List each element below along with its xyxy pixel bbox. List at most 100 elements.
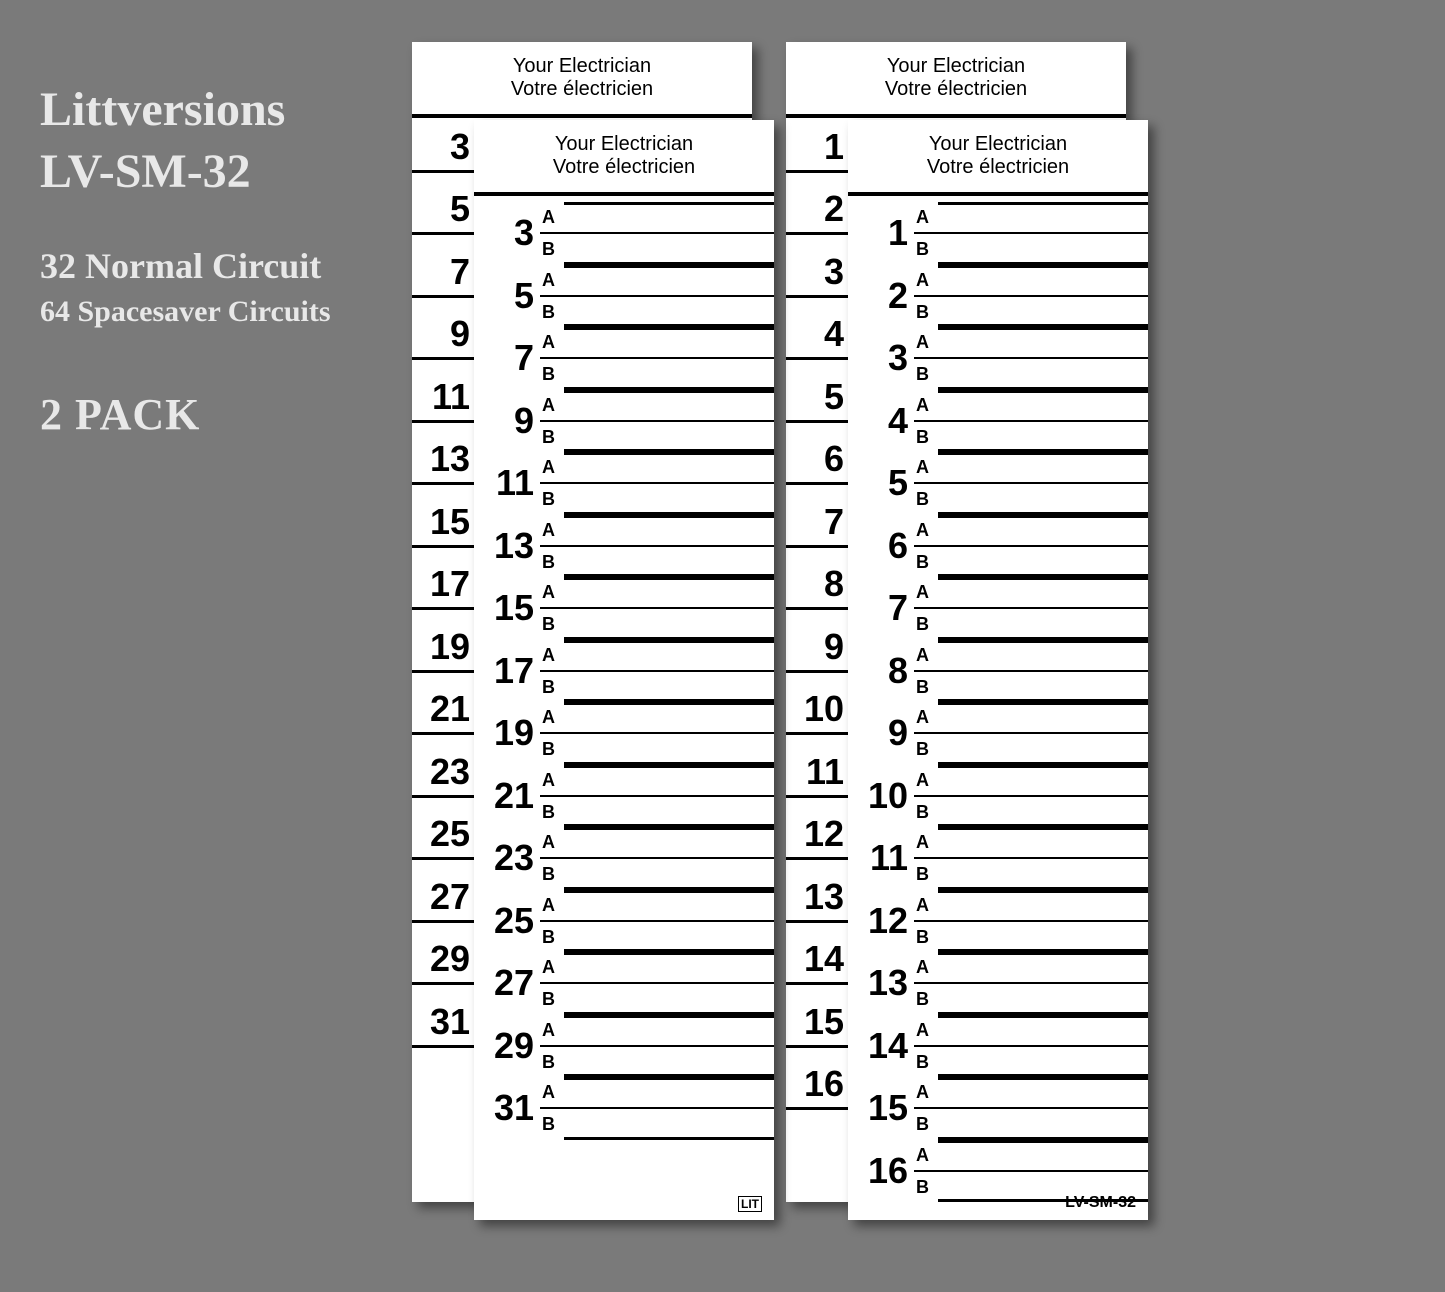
front-left-card: Your Electrician Votre électricien 3AB5A…: [474, 120, 774, 1220]
circuit-number: 10: [856, 778, 912, 814]
circuit-number: 13: [482, 528, 538, 564]
write-lines: [564, 1015, 774, 1078]
circuit-number: 12: [786, 813, 850, 860]
circuit-number: 15: [482, 590, 538, 626]
circuit-number: 23: [482, 840, 538, 876]
circuit-number: 21: [482, 778, 538, 814]
circuit-row-ab: 11AB: [474, 452, 774, 515]
write-lines: [564, 452, 774, 515]
sub-a: A: [540, 702, 564, 734]
ab-labels: AB: [914, 702, 938, 765]
ab-labels: AB: [540, 827, 564, 890]
circuit-number: 16: [786, 1063, 850, 1110]
write-lines: [564, 1077, 774, 1140]
sub-a: A: [914, 765, 938, 797]
circuit-number: 5: [412, 188, 476, 235]
circuit-number: 1: [856, 215, 912, 251]
circuit-row-ab: 3AB: [848, 327, 1148, 390]
header-strip: Your Electrician Votre électricien: [848, 120, 1148, 196]
ab-labels: AB: [540, 327, 564, 390]
ab-labels: AB: [914, 765, 938, 828]
circuit-row-ab: 16AB: [848, 1140, 1148, 1203]
circuit-number: 3: [786, 251, 850, 298]
ab-labels: AB: [540, 452, 564, 515]
sub-b: B: [914, 797, 938, 827]
circuit-row-ab: 8AB: [848, 640, 1148, 703]
circuit-row-ab: 5AB: [474, 265, 774, 328]
sub-b: B: [914, 1047, 938, 1077]
sub-a: A: [540, 952, 564, 984]
circuit-number: 12: [856, 903, 912, 939]
ab-labels: AB: [914, 1015, 938, 1078]
header-line-2: Votre électricien: [927, 156, 1069, 179]
sub-a: A: [914, 390, 938, 422]
sub-a: A: [540, 1077, 564, 1109]
ab-labels: AB: [914, 390, 938, 453]
sub-b: B: [540, 234, 564, 264]
circuit-number: 15: [412, 501, 476, 548]
write-lines: [564, 765, 774, 828]
ab-labels: AB: [914, 827, 938, 890]
circuit-number: 9: [856, 715, 912, 751]
circuit-number: 19: [412, 626, 476, 673]
circuit-number: 8: [786, 563, 850, 610]
circuit-number: 9: [412, 313, 476, 360]
sub-a: A: [540, 390, 564, 422]
ab-labels: AB: [540, 640, 564, 703]
sub-b: B: [914, 672, 938, 702]
circuit-number: 27: [412, 876, 476, 923]
circuit-row-ab: 15AB: [474, 577, 774, 640]
sub-b: B: [914, 984, 938, 1014]
row-list: 1AB2AB3AB4AB5AB6AB7AB8AB9AB10AB11AB12AB1…: [848, 196, 1148, 1202]
header-line-2: Votre électricien: [511, 78, 653, 101]
write-lines: [938, 265, 1148, 328]
ab-labels: AB: [914, 890, 938, 953]
circuit-number: 5: [856, 465, 912, 501]
circuit-row-ab: 23AB: [474, 827, 774, 890]
sub-b: B: [914, 234, 938, 264]
sub-b: B: [914, 609, 938, 639]
sub-a: A: [914, 515, 938, 547]
circuit-row-ab: 12AB: [848, 890, 1148, 953]
ab-labels: AB: [914, 640, 938, 703]
circuit-row-ab: 17AB: [474, 640, 774, 703]
circuit-number: 14: [856, 1028, 912, 1064]
ab-labels: AB: [540, 390, 564, 453]
ab-labels: AB: [914, 577, 938, 640]
sub-a: A: [914, 702, 938, 734]
write-lines: [938, 577, 1148, 640]
sub-a: A: [540, 765, 564, 797]
pack-line: 2 PACK: [40, 389, 331, 440]
circuit-number: 9: [482, 403, 538, 439]
circuit-number: 23: [412, 751, 476, 798]
circuit-number: 13: [856, 965, 912, 1001]
sub-a: A: [914, 640, 938, 672]
header-line-1: Your Electrician: [555, 133, 693, 156]
circuit-number: 10: [786, 688, 850, 735]
write-lines: [564, 390, 774, 453]
sub-a: A: [540, 265, 564, 297]
write-lines: [564, 265, 774, 328]
circuit-row-ab: 27AB: [474, 952, 774, 1015]
write-lines: [938, 202, 1148, 265]
sub-b: B: [914, 297, 938, 327]
write-lines: [938, 515, 1148, 578]
circuit-number: 17: [482, 653, 538, 689]
circuit-row-ab: 9AB: [848, 702, 1148, 765]
circuit-number: 17: [412, 563, 476, 610]
circuit-row-ab: 1AB: [848, 202, 1148, 265]
desc-line-1: 32 Normal Circuit: [40, 245, 331, 287]
circuit-number: 7: [482, 340, 538, 376]
write-lines: [938, 827, 1148, 890]
write-lines: [938, 1015, 1148, 1078]
circuit-number: 15: [786, 1001, 850, 1048]
circuit-number: 2: [856, 278, 912, 314]
sub-a: A: [914, 452, 938, 484]
write-lines: [564, 202, 774, 265]
ab-labels: AB: [914, 327, 938, 390]
sub-a: A: [540, 1015, 564, 1047]
circuit-number: 13: [786, 876, 850, 923]
circuit-row-ab: 13AB: [474, 515, 774, 578]
circuit-number: 2: [786, 188, 850, 235]
sub-b: B: [540, 359, 564, 389]
